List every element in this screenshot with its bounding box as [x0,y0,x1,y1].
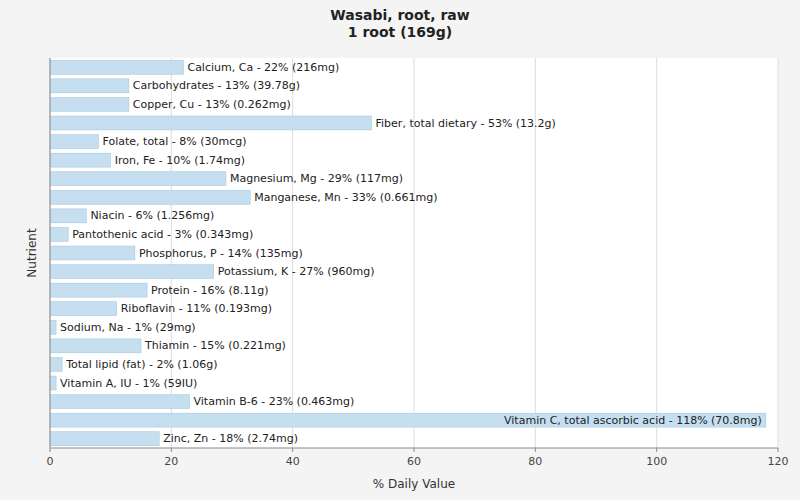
category-label: Protein - 16% (8.11g) [151,284,269,297]
bar [50,357,62,371]
tick-label: 60 [407,455,421,468]
bar [50,320,56,334]
bar [50,60,183,74]
category-label: Phosphorus, P - 14% (135mg) [139,247,303,260]
bar [50,227,68,241]
x-axis-title: % Daily Value [373,477,455,491]
grid-line [656,58,657,448]
title: Wasabi, root, raw1 root (169g) [330,7,470,40]
category-label: Vitamin A, IU - 1% (59IU) [60,377,197,390]
title-line: Wasabi, root, raw [330,7,470,23]
category-label: Iron, Fe - 10% (1.74mg) [115,154,245,167]
y-axis-title: Nutrient [25,228,39,278]
bar [50,302,117,316]
tick-mark [778,448,779,452]
x-axis: 0 20 40 60 80 100 120 [47,448,789,468]
category-label: Folate, total - 8% (30mcg) [103,135,247,148]
x-axis-line [50,448,778,449]
category-label: Magnesium, Mg - 29% (117mg) [230,172,403,185]
tick-label: 40 [286,455,300,468]
tick-mark [50,448,51,452]
category-label: Calcium, Ca - 22% (216mg) [187,61,339,74]
category-label: Fiber, total dietary - 53% (13.2g) [376,117,556,130]
tick-label: 20 [164,455,178,468]
category-label: Zinc, Zn - 18% (2.74mg) [163,432,298,445]
grid [50,58,778,448]
bars [50,60,766,445]
bar [50,79,129,93]
tick-label: 120 [768,455,789,468]
plot-area [50,58,778,448]
category-label: Niacin - 6% (1.256mg) [90,209,214,222]
tick-label: 100 [646,455,667,468]
bar [50,376,56,390]
category-label: Thiamin - 15% (0.221mg) [144,339,286,352]
category-label: Pantothenic acid - 3% (0.343mg) [72,228,253,241]
tick-label: 80 [528,455,542,468]
bar [50,432,159,446]
bar [50,116,372,130]
bar [50,339,141,353]
category-label: Sodium, Na - 1% (29mg) [60,321,196,334]
tick-mark [656,448,657,452]
grid-line [778,58,779,448]
bar [50,135,99,149]
bar [50,395,190,409]
category-label: Carbohydrates - 13% (39.78g) [133,79,300,92]
bar [50,413,766,427]
bar [50,190,250,204]
category-label: Copper, Cu - 13% (0.262mg) [133,98,291,111]
title-line: 1 root (169g) [348,24,452,40]
tick-mark [292,448,293,452]
bar [50,97,129,111]
bar [50,246,135,260]
y-axis-line [50,58,51,448]
bar [50,283,147,297]
category-label: Vitamin B-6 - 23% (0.463mg) [194,395,355,408]
category-label: Total lipid (fat) - 2% (1.06g) [65,358,217,371]
bar-labels: Calcium, Ca - 22% (216mg) Carbohydrates -… [60,61,762,445]
tick-mark [535,448,536,452]
grid-line [50,58,51,448]
category-label: Riboflavin - 11% (0.193mg) [121,302,272,315]
category-label: Potassium, K - 27% (960mg) [218,265,375,278]
category-label: Vitamin C, total ascorbic acid - 118% (7… [504,414,762,427]
bar [50,172,226,186]
tick-mark [414,448,415,452]
chart: 0 20 40 60 80 100 120 Calcium, Ca - 22% (216mg)… [0,0,800,500]
tick-label: 0 [47,455,54,468]
bar [50,209,86,223]
bar [50,265,214,279]
tick-mark [171,448,172,452]
category-label: Manganese, Mn - 33% (0.661mg) [254,191,437,204]
bar [50,153,111,167]
